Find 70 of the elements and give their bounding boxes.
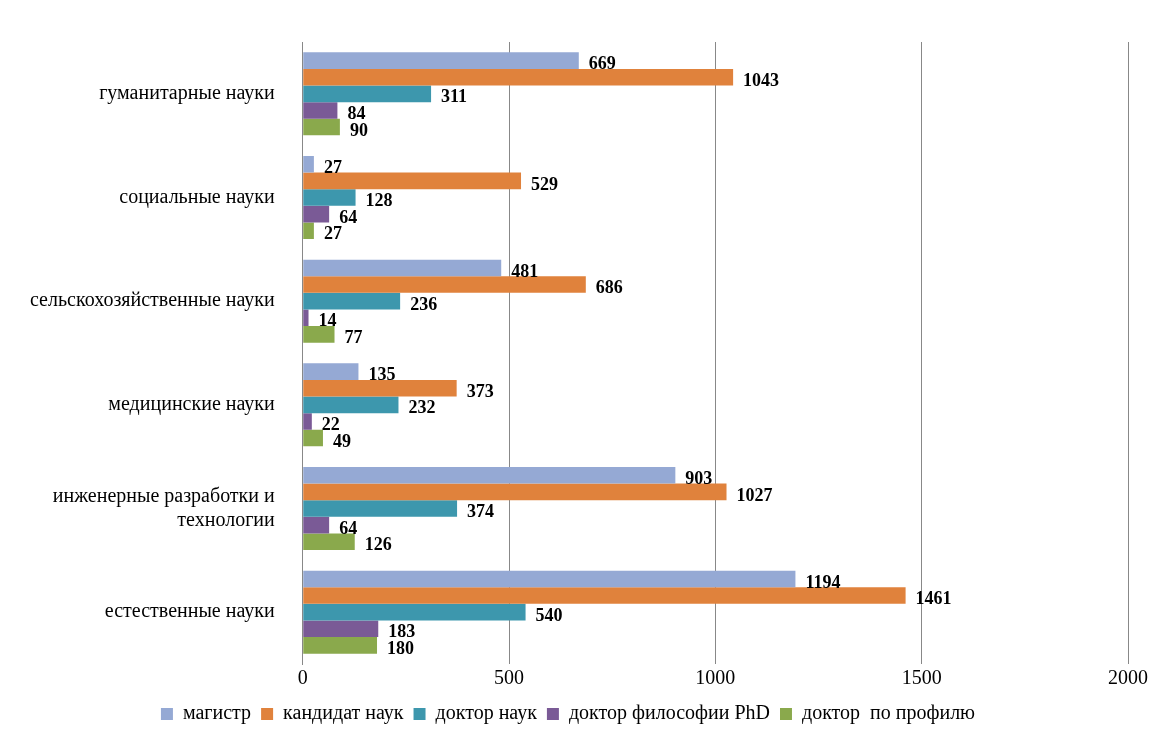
legend-label: кандидат наук [283, 701, 404, 725]
data-label: 27 [323, 223, 342, 244]
bar [303, 570, 796, 588]
bar [303, 259, 502, 277]
bar [303, 413, 312, 430]
bar [303, 467, 676, 484]
data-label: 1027 [736, 484, 773, 505]
data-label: 236 [410, 293, 438, 314]
bar [303, 85, 432, 103]
bar [303, 379, 457, 397]
bar [303, 205, 330, 223]
data-label: 540 [535, 604, 563, 625]
data-label: 64 [339, 517, 358, 538]
y-tick-label: инженерные разработки и технологии [52, 483, 276, 530]
bar [303, 172, 522, 190]
data-label: 14 [318, 310, 337, 331]
y-tick-label: гуманитарные науки [99, 81, 276, 105]
data-label: 686 [595, 277, 623, 298]
bar [303, 118, 340, 136]
bar [303, 309, 309, 327]
bar [303, 102, 338, 119]
data-label: 373 [466, 380, 494, 401]
data-label: 1194 [805, 571, 841, 592]
data-label: 311 [441, 86, 468, 107]
data-label: 27 [323, 156, 342, 177]
data-label: 481 [511, 260, 539, 281]
bar [303, 68, 734, 86]
data-label: 1461 [915, 588, 952, 609]
legend-label: доктор философии PhD [568, 701, 770, 725]
y-tick-label: социальные науки [119, 184, 276, 208]
data-label: 135 [368, 364, 396, 385]
bar [303, 363, 359, 380]
data-label: 126 [364, 534, 392, 555]
bar [303, 222, 314, 239]
bar [303, 156, 314, 173]
bar [303, 587, 906, 604]
bar [303, 276, 586, 293]
bar [303, 396, 399, 414]
bar [303, 52, 579, 69]
data-label: 232 [408, 397, 436, 418]
data-label: 529 [531, 173, 559, 194]
bar [303, 429, 323, 447]
legend-label: доктор наук [435, 701, 538, 725]
data-label: 1043 [743, 69, 780, 90]
legend-label: доктор по профилю [801, 701, 976, 725]
x-tick-label: 1500 [901, 666, 942, 689]
data-label: 128 [365, 190, 393, 211]
data-label: 77 [344, 327, 363, 347]
bar [303, 483, 727, 501]
data-label: 374 [467, 501, 495, 522]
bar [303, 189, 356, 206]
bar [303, 637, 378, 654]
data-label: 669 [588, 53, 616, 74]
data-label: 903 [685, 467, 713, 488]
bar [303, 516, 330, 534]
bar [303, 500, 458, 517]
x-tick-label: 2000 [1108, 666, 1148, 689]
bar [303, 292, 401, 310]
x-tick-label: 1000 [695, 666, 736, 689]
data-label: 64 [339, 206, 358, 227]
bar [303, 603, 526, 621]
y-tick-label: естественные науки [104, 599, 276, 623]
bar [303, 533, 355, 550]
x-tick-label: 0 [297, 666, 308, 689]
y-tick-label: сельскохозяйственные науки [30, 288, 276, 312]
legend-label: магистр [182, 701, 252, 725]
bar [303, 326, 335, 343]
bar [303, 620, 379, 638]
x-tick-label: 500 [494, 666, 525, 689]
y-tick-label: медицинские науки [108, 392, 276, 416]
